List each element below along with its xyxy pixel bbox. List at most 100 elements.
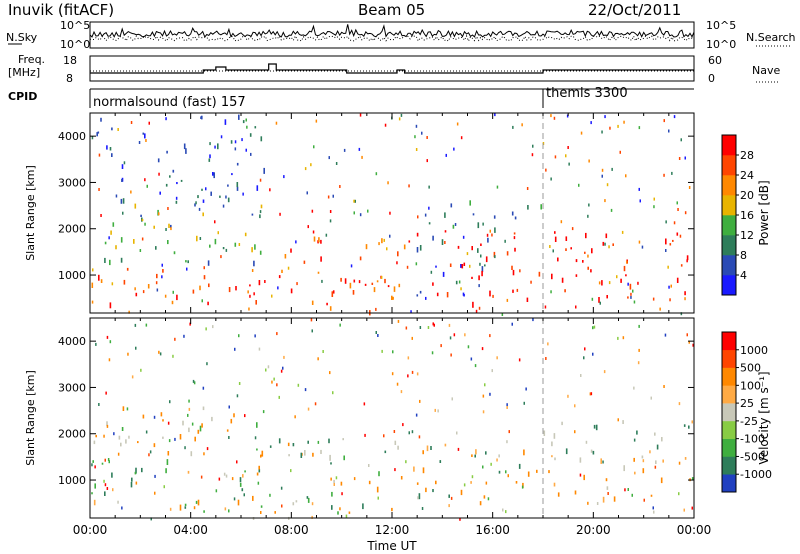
echo-point (688, 425, 690, 429)
echo-point (684, 457, 687, 460)
echo-point (463, 294, 465, 297)
echo-point (193, 381, 196, 385)
echo-point (621, 230, 624, 234)
echo-point (393, 286, 396, 292)
colorbar-tick-label: 4 (740, 269, 747, 282)
echo-point (513, 236, 516, 240)
echo-point (617, 124, 619, 128)
echo-point (393, 430, 396, 433)
echo-point (241, 138, 243, 142)
echo-point (484, 383, 486, 387)
echo-point (467, 345, 470, 349)
echo-point (153, 443, 156, 448)
echo-point (601, 280, 603, 286)
echo-point (471, 475, 474, 479)
echo-point (398, 117, 401, 121)
echo-point (281, 504, 283, 508)
echo-point (609, 126, 611, 130)
colorbar-tick-label: 500 (740, 362, 761, 375)
echo-point (632, 289, 634, 293)
echo-point (484, 264, 486, 267)
echo-point (637, 361, 640, 365)
echo-point (242, 120, 245, 124)
echo-point (199, 425, 202, 432)
echo-point (254, 244, 256, 250)
echo-point (280, 369, 283, 373)
echo-point (493, 251, 496, 258)
echo-point (588, 159, 590, 163)
echo-point (245, 148, 247, 152)
echo-point (267, 365, 270, 369)
echo-point (627, 282, 629, 286)
echo-point (567, 394, 569, 398)
echo-point (170, 224, 172, 228)
echo-point (130, 190, 132, 194)
echo-point (570, 247, 572, 250)
echo-point (518, 463, 521, 469)
echo-point (636, 430, 638, 435)
echo-point (521, 123, 523, 127)
echo-point (490, 462, 492, 466)
x-tick-label: 16:00 (475, 523, 510, 537)
echo-point (575, 274, 578, 277)
echo-point (547, 342, 549, 346)
echo-point (359, 213, 362, 217)
echo-point (470, 481, 472, 484)
power-colorbar-label: Power [dB] (757, 180, 771, 245)
echo-point (634, 471, 636, 475)
echo-point (619, 150, 621, 154)
echo-point (583, 356, 585, 360)
echo-point (496, 458, 498, 462)
echo-point (335, 476, 338, 480)
echo-point (127, 352, 129, 356)
echo-point (195, 201, 197, 205)
echo-point (669, 243, 672, 246)
echo-point (120, 442, 122, 447)
echo-point (271, 294, 273, 298)
echo-point (608, 245, 610, 249)
echo-point (441, 239, 444, 245)
echo-point (259, 214, 261, 219)
echo-point (330, 477, 332, 481)
echo-point (378, 471, 380, 477)
echo-point (339, 507, 341, 511)
echo-point (317, 440, 320, 444)
echo-point (130, 481, 133, 488)
echo-point (450, 353, 452, 357)
echo-point (304, 167, 307, 171)
echo-point (592, 352, 594, 356)
echo-point (196, 235, 198, 242)
echo-point (187, 413, 189, 417)
echo-point (554, 231, 556, 234)
echo-point (554, 155, 557, 159)
echo-point (234, 147, 237, 151)
echo-point (660, 477, 663, 484)
echo-point (222, 247, 225, 250)
echo-point (428, 206, 430, 210)
echo-point (162, 436, 164, 439)
echo-point (109, 147, 112, 151)
echo-point (479, 501, 482, 506)
echo-point (424, 213, 427, 217)
echo-point (392, 296, 394, 300)
echo-point (498, 470, 501, 474)
echo-point (282, 366, 284, 370)
echo-point (276, 383, 278, 387)
echo-point (599, 301, 601, 305)
echo-point (183, 143, 186, 150)
echo-point (358, 147, 361, 151)
echo-point (313, 145, 315, 149)
velocity-colorbar-label: Velocity [m s⁻¹] (757, 371, 771, 464)
echo-point (507, 474, 509, 478)
echo-point (436, 292, 439, 297)
nave-tick-high: 60 (708, 54, 722, 67)
echo-point (142, 414, 145, 419)
colorbar-swatch (722, 235, 736, 256)
echo-point (162, 269, 164, 273)
echo-point (455, 280, 458, 285)
echo-point (144, 178, 146, 182)
echo-point (532, 318, 534, 322)
echo-point (460, 136, 463, 140)
echo-point (624, 488, 626, 492)
echo-point (531, 153, 534, 157)
